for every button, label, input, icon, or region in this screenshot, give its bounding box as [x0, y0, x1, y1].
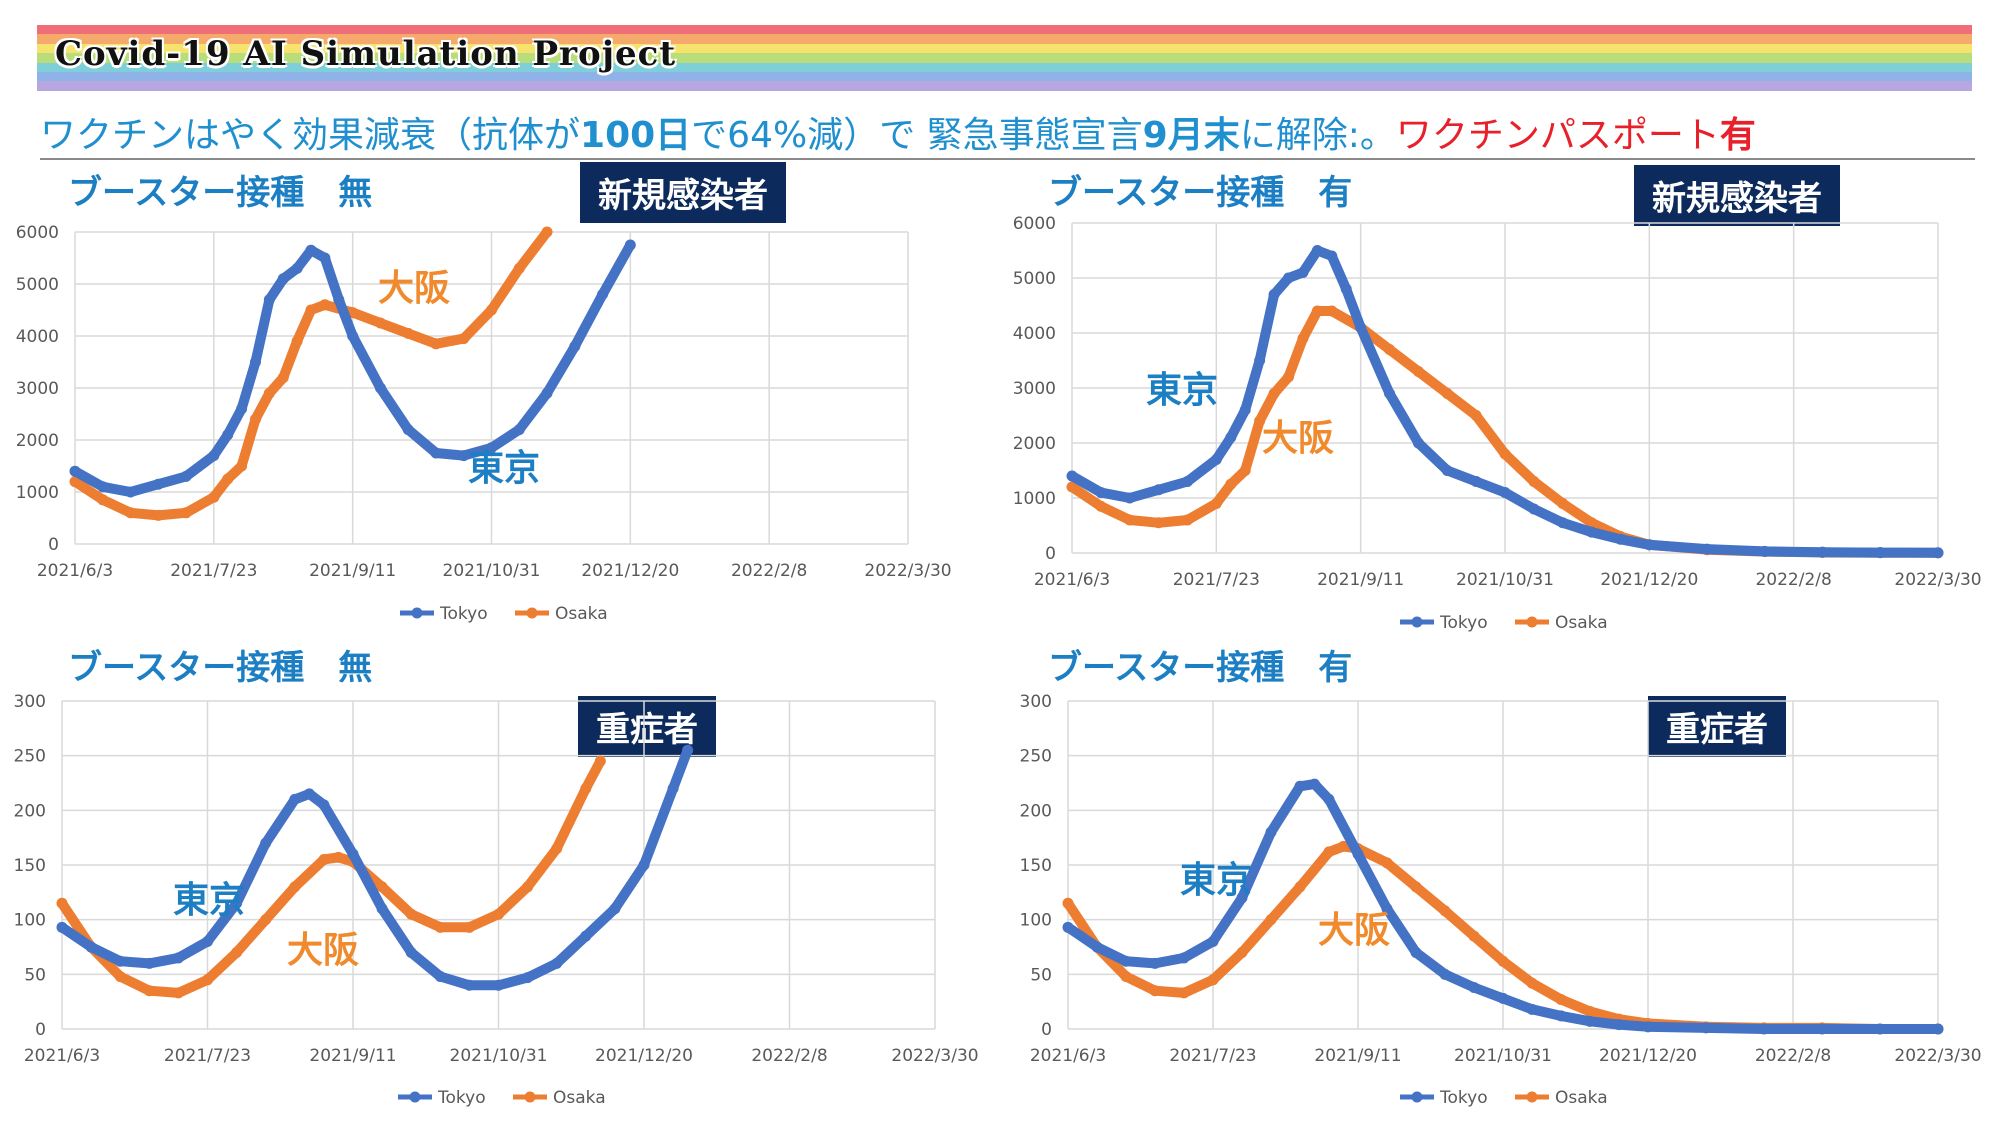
- y-tick-label: 300: [1020, 692, 1052, 712]
- data-point-tokyo: [1875, 1024, 1886, 1035]
- data-point-osaka: [1266, 914, 1277, 925]
- data-point-osaka: [1324, 846, 1335, 857]
- data-point-osaka: [1121, 971, 1132, 982]
- data-point-osaka: [1585, 1006, 1596, 1017]
- data-point-tokyo: [1092, 942, 1103, 953]
- data-point-tokyo: [1759, 1024, 1770, 1035]
- legend-label-tokyo: Tokyo: [1439, 1088, 1488, 1108]
- data-point-osaka: [1150, 985, 1161, 996]
- data-point-tokyo: [1585, 1016, 1596, 1027]
- x-tick-label: 2021/12/20: [1599, 1046, 1697, 1066]
- data-point-osaka: [1179, 987, 1190, 998]
- data-point-osaka: [1295, 881, 1306, 892]
- y-tick-label: 150: [1020, 856, 1052, 876]
- data-point-osaka: [1440, 905, 1451, 916]
- data-point-tokyo: [1150, 958, 1161, 969]
- legend-marker-tokyo: [1412, 1092, 1423, 1103]
- annotation-osaka: 大阪: [1318, 910, 1390, 951]
- data-point-osaka: [1527, 978, 1538, 989]
- data-point-tokyo: [1309, 779, 1320, 790]
- x-tick-label: 2021/6/3: [1030, 1046, 1106, 1066]
- data-point-osaka: [1063, 898, 1074, 909]
- data-point-osaka: [1469, 931, 1480, 942]
- data-point-tokyo: [1440, 969, 1451, 980]
- legend-label-osaka: Osaka: [1555, 1088, 1608, 1108]
- data-point-osaka: [1382, 857, 1393, 868]
- data-point-tokyo: [1121, 956, 1132, 967]
- y-tick-label: 0: [1041, 1020, 1052, 1040]
- data-point-tokyo: [1556, 1010, 1567, 1021]
- x-tick-label: 2021/7/23: [1169, 1046, 1256, 1066]
- data-point-osaka: [1208, 974, 1219, 985]
- data-point-tokyo: [1063, 922, 1074, 933]
- data-point-osaka: [1498, 956, 1509, 967]
- data-point-tokyo: [1208, 936, 1219, 947]
- data-point-osaka: [1411, 881, 1422, 892]
- x-tick-label: 2022/3/30: [1894, 1046, 1981, 1066]
- data-point-tokyo: [1527, 1004, 1538, 1015]
- data-point-tokyo: [1701, 1022, 1712, 1033]
- y-tick-label: 100: [1020, 911, 1052, 931]
- data-point-tokyo: [1469, 982, 1480, 993]
- data-point-tokyo: [1498, 993, 1509, 1004]
- data-point-tokyo: [1324, 794, 1335, 805]
- x-tick-label: 2021/10/31: [1454, 1046, 1552, 1066]
- legend-marker-osaka: [1527, 1092, 1538, 1103]
- y-tick-label: 50: [1030, 965, 1052, 985]
- data-point-tokyo: [1411, 947, 1422, 958]
- data-point-osaka: [1556, 994, 1567, 1005]
- data-point-osaka: [1237, 947, 1248, 958]
- x-tick-label: 2022/2/8: [1755, 1046, 1831, 1066]
- y-tick-label: 250: [1020, 747, 1052, 767]
- y-tick-label: 200: [1020, 801, 1052, 821]
- data-point-tokyo: [1817, 1024, 1828, 1035]
- data-point-tokyo: [1295, 781, 1306, 792]
- data-point-tokyo: [1266, 827, 1277, 838]
- annotation-tokyo: 東京: [1180, 859, 1252, 901]
- data-point-tokyo: [1353, 849, 1364, 860]
- data-point-tokyo: [1179, 952, 1190, 963]
- chart-severe-booster: 0 50 100 150 200 250 300 2021/6/3 2021/7/23 2021/…: [0, 0, 2000, 1125]
- x-tick-label: 2021/9/11: [1314, 1046, 1401, 1066]
- data-point-tokyo: [1614, 1019, 1625, 1030]
- data-point-tokyo: [1933, 1024, 1944, 1035]
- data-point-tokyo: [1643, 1021, 1654, 1032]
